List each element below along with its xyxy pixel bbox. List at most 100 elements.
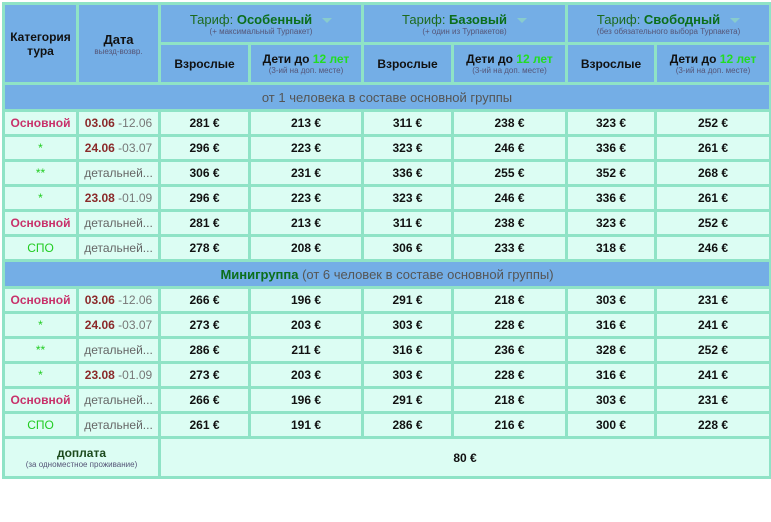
category-cell: * xyxy=(2,311,79,339)
price-cell: 223 € xyxy=(248,184,364,212)
price-cell: 252 € xyxy=(653,336,771,364)
table-row: Основной 03.06 -12.06 266 €196 €291 €218 €… xyxy=(2,286,771,314)
price-cell: 223 € xyxy=(248,134,364,162)
tariff-subtitle: (+ один из Турпакетов) xyxy=(422,26,507,36)
footer-row: доплата (за одноместное проживание) 80 € xyxy=(2,436,771,479)
price-cell: 303 € xyxy=(361,311,454,339)
date-cell: 03.06 -12.06 xyxy=(76,286,161,314)
price-cell: 278 € xyxy=(158,234,251,262)
tariff-header[interactable]: Тариф: Базовый (+ один из Турпакетов) xyxy=(361,2,568,45)
price-cell: 316 € xyxy=(361,336,454,364)
price-cell: 296 € xyxy=(158,184,251,212)
category-cell: ** xyxy=(2,336,79,364)
price-cell: 231 € xyxy=(653,386,771,414)
children-header: Дети до 12 лет (3-ий на доп. месте) xyxy=(248,42,364,85)
table-row: ** детальней... 306 €231 €336 €255 €352 €2… xyxy=(2,159,771,187)
price-cell: 261 € xyxy=(653,184,771,212)
price-cell: 303 € xyxy=(565,386,657,414)
table-row: ** детальней... 286 €211 €316 €236 €328 €2… xyxy=(2,336,771,364)
tariff-prefix: Тариф: xyxy=(189,11,237,27)
tariff-subtitle: (без обязательного выбора Турпакета) xyxy=(596,26,741,36)
details-link[interactable]: детальней... xyxy=(76,159,161,187)
category-cell: * xyxy=(2,134,79,162)
price-cell: 300 € xyxy=(565,411,657,439)
price-cell: 241 € xyxy=(653,311,771,339)
price-cell: 323 € xyxy=(361,184,454,212)
details-link[interactable]: детальней... xyxy=(76,209,161,237)
price-cell: 268 € xyxy=(653,159,771,187)
details-link[interactable]: детальней... xyxy=(76,234,161,262)
price-cell: 303 € xyxy=(565,286,657,314)
table-row: Основной детальней... 281 €213 €311 €238 €… xyxy=(2,209,771,237)
adults-header: Взрослые xyxy=(361,42,454,85)
price-cell: 328 € xyxy=(565,336,657,364)
price-cell: 296 € xyxy=(158,134,251,162)
tariff-header[interactable]: Тариф: Особенный (+ максимальный Турпакет… xyxy=(158,2,364,45)
price-cell: 286 € xyxy=(158,336,251,364)
children-header: Дети до 12 лет (3-ий на доп. месте) xyxy=(653,42,771,85)
date-cell: 23.08 -01.09 xyxy=(76,361,161,389)
price-cell: 196 € xyxy=(248,286,364,314)
table-row: * 24.06 -03.07 296 €223 €323 €246 €336 €26… xyxy=(2,134,771,162)
price-cell: 316 € xyxy=(565,361,657,389)
price-cell: 311 € xyxy=(361,109,454,137)
category-cell: СПО xyxy=(2,234,79,262)
table-row: Основной детальней... 266 €196 €291 €218 €… xyxy=(2,386,771,414)
price-cell: 246 € xyxy=(451,184,568,212)
price-cell: 261 € xyxy=(653,134,771,162)
price-cell: 318 € xyxy=(565,234,657,262)
price-cell: 233 € xyxy=(451,234,568,262)
price-cell: 218 € xyxy=(451,386,568,414)
category-cell: Основной xyxy=(2,109,79,137)
date-cell: 03.06 -12.06 xyxy=(76,109,161,137)
price-cell: 316 € xyxy=(565,311,657,339)
details-link[interactable]: детальней... xyxy=(76,411,161,439)
tariff-subtitle: (+ максимальный Турпакет) xyxy=(209,26,313,36)
price-cell: 273 € xyxy=(158,361,251,389)
category-cell: * xyxy=(2,361,79,389)
table-row: * 23.08 -01.09 273 €203 €303 €228 €316 €24… xyxy=(2,361,771,389)
children-header: Дети до 12 лет (3-ий на доп. месте) xyxy=(451,42,568,85)
dropdown-arrow-icon[interactable] xyxy=(730,17,741,23)
dropdown-arrow-icon[interactable] xyxy=(322,17,333,23)
price-cell: 266 € xyxy=(158,386,251,414)
date-cell: 24.06 -03.07 xyxy=(76,311,161,339)
price-cell: 236 € xyxy=(451,336,568,364)
price-cell: 323 € xyxy=(361,134,454,162)
price-cell: 336 € xyxy=(565,134,657,162)
price-cell: 203 € xyxy=(248,311,364,339)
price-table: Категория тура Дата выезд-возвр. Тариф: О… xyxy=(1,2,771,479)
table-row: СПО детальней... 261 €191 €286 €216 €300 €… xyxy=(2,411,771,439)
price-cell: 252 € xyxy=(653,109,771,137)
price-cell: 306 € xyxy=(158,159,251,187)
tariff-header[interactable]: Тариф: Свободный (без обязательного выбор… xyxy=(564,2,771,45)
dropdown-arrow-icon[interactable] xyxy=(516,17,527,23)
details-link[interactable]: детальней... xyxy=(76,386,161,414)
price-cell: 208 € xyxy=(248,234,364,262)
details-link[interactable]: детальней... xyxy=(76,336,161,364)
price-cell: 273 € xyxy=(158,311,251,339)
tariff-prefix: Тариф: xyxy=(596,11,644,27)
price-cell: 352 € xyxy=(565,159,657,187)
price-cell: 216 € xyxy=(451,411,568,439)
price-cell: 291 € xyxy=(361,286,454,314)
date-header: Дата выезд-возвр. xyxy=(76,2,161,85)
table-row: СПО детальней... 278 €208 €306 €233 €318 €… xyxy=(2,234,771,262)
price-cell: 323 € xyxy=(565,109,657,137)
price-cell: 218 € xyxy=(451,286,568,314)
price-cell: 228 € xyxy=(451,311,568,339)
category-cell: ** xyxy=(2,159,79,187)
category-header: Категория тура xyxy=(2,2,79,85)
price-cell: 311 € xyxy=(361,209,454,237)
single-supplement-label: доплата (за одноместное проживание) xyxy=(2,436,161,479)
price-cell: 336 € xyxy=(565,184,657,212)
price-cell: 231 € xyxy=(653,286,771,314)
adults-header: Взрослые xyxy=(565,42,657,85)
category-cell: Основной xyxy=(2,209,79,237)
price-cell: 246 € xyxy=(451,134,568,162)
price-cell: 213 € xyxy=(248,109,364,137)
price-cell: 336 € xyxy=(361,159,454,187)
price-cell: 211 € xyxy=(248,336,364,364)
tariff-name: Особенный xyxy=(236,11,313,27)
table-row: Основной 03.06 -12.06 281 €213 €311 €238 €… xyxy=(2,109,771,137)
